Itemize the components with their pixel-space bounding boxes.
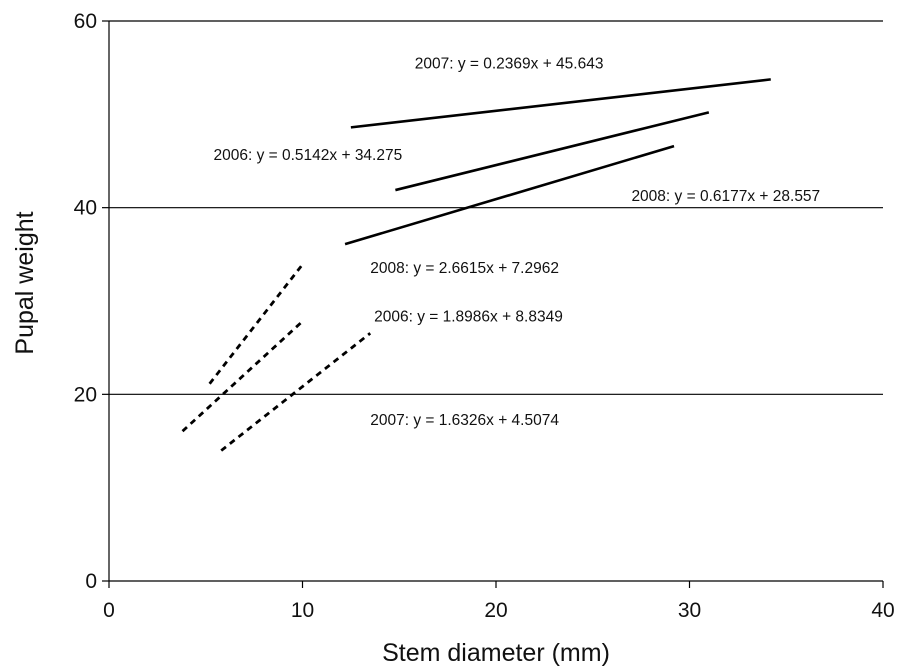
regression-line-4-dashed xyxy=(208,263,304,385)
x-tick-label-20: 20 xyxy=(484,599,507,622)
y-tick-label-40: 40 xyxy=(74,197,97,220)
regression-line-1-solid xyxy=(350,78,771,129)
regression-line-6-dashed xyxy=(220,332,372,452)
equation-label-1: 2007: y = 0.2369x + 45.643 xyxy=(415,56,604,73)
x-tick-label-0: 0 xyxy=(103,599,115,622)
x-tick-label-40: 40 xyxy=(871,599,894,622)
equation-label-5: 2006: y = 1.8986x + 8.8349 xyxy=(374,309,563,326)
equation-labels: 2007: y = 0.2369x + 45.643 2006: y = 0.51… xyxy=(213,56,820,430)
x-tick-label-30: 30 xyxy=(678,599,701,622)
regression-line-3-solid xyxy=(344,144,675,246)
y-tick-label-0: 0 xyxy=(85,570,97,593)
equation-label-3: 2008: y = 0.6177x + 28.557 xyxy=(631,188,820,205)
grid-lines xyxy=(109,20,883,395)
series-group xyxy=(181,78,771,452)
x-axis-title: Stem diameter (mm) xyxy=(382,639,610,667)
y-tick-label-20: 20 xyxy=(74,383,97,406)
regression-line-5-dashed xyxy=(181,320,304,433)
tick-labels: 0 20 40 60 0 10 20 30 40 xyxy=(74,10,895,622)
y-axis-title: Pupal weight xyxy=(11,211,39,354)
equation-label-2: 2006: y = 0.5142x + 34.275 xyxy=(213,147,402,164)
y-tick-label-60: 60 xyxy=(74,10,97,33)
equation-label-4: 2008: y = 2.6615x + 7.2962 xyxy=(370,260,559,277)
regression-line-2-solid xyxy=(395,111,710,192)
axes xyxy=(102,20,884,588)
x-tick-label-10: 10 xyxy=(291,599,314,622)
equation-label-6: 2007: y = 1.6326x + 4.5074 xyxy=(370,412,559,429)
